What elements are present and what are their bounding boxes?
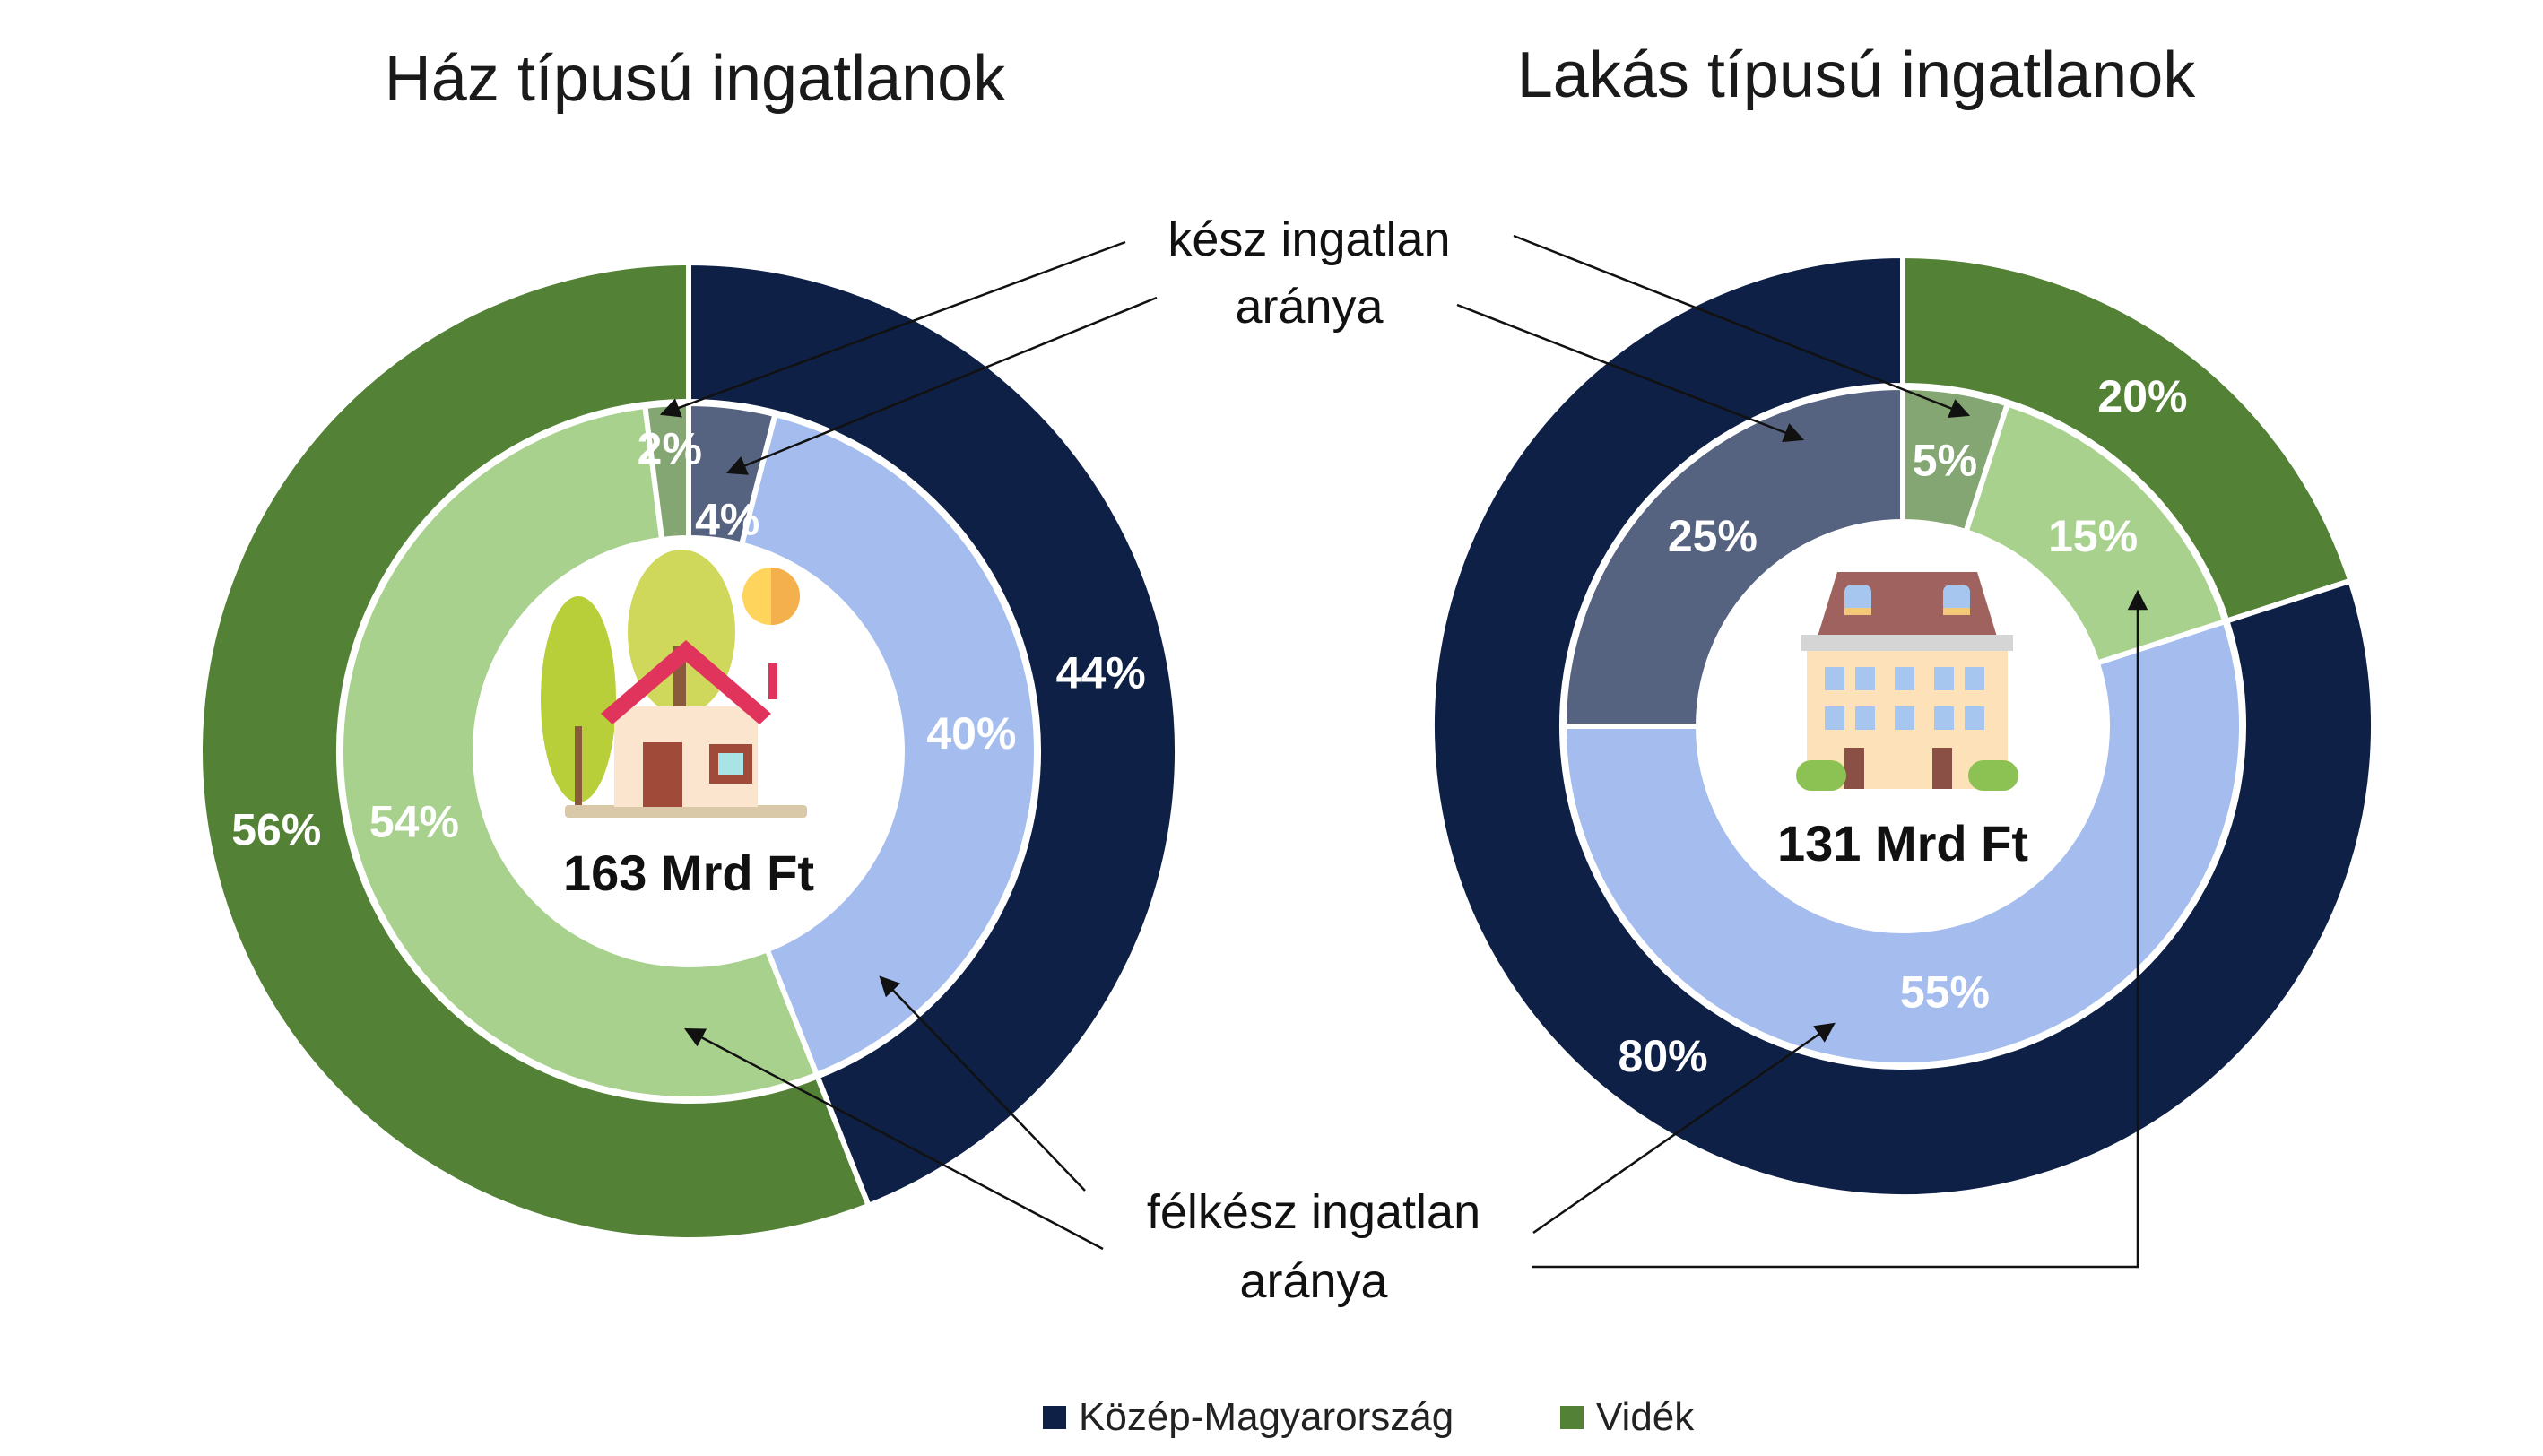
arrow-felkesz-lakas-videk bbox=[1532, 589, 2148, 1269]
legend-swatch-kozep bbox=[1043, 1406, 1066, 1429]
arrow-felkesz-haz-videk bbox=[684, 1027, 1104, 1251]
chart-title-lakas: Lakás típusú ingatlanok bbox=[1517, 39, 2197, 111]
inner-ring-label-0-1: 40% bbox=[926, 708, 1016, 758]
chart-title-haz: Ház típusú ingatlanok bbox=[385, 43, 1006, 115]
center-label-lakas: 131 Mrd Ft bbox=[1777, 815, 2028, 871]
arrow-kesz-lakas-kozep bbox=[1456, 303, 1805, 443]
inner-ring-label-0-0: 4% bbox=[695, 495, 759, 545]
arrow-kesz-haz-kozep bbox=[725, 296, 1158, 475]
inner-ring-label-0-3: 2% bbox=[638, 424, 702, 474]
arrow-kesz-lakas-videk bbox=[1513, 234, 1971, 419]
annotation-kesz-line2: aránya bbox=[1235, 280, 1384, 334]
inner-ring-segment-0-1 bbox=[738, 411, 1039, 1079]
outer-ring-label-1-1: 80% bbox=[1619, 1031, 1708, 1081]
outer-ring-label-0-0: 44% bbox=[1056, 647, 1146, 698]
house-icon bbox=[541, 550, 807, 818]
legend-label-videk: Vidék bbox=[1596, 1395, 1695, 1439]
legend-label-kozep: Közép-Magyarország bbox=[1079, 1395, 1454, 1439]
inner-ring-label-0-2: 54% bbox=[369, 797, 459, 847]
arrow-kesz-haz-videk bbox=[659, 240, 1126, 418]
annotation-felkesz-line2: aránya bbox=[1239, 1254, 1388, 1308]
inner-ring-label-1-1: 15% bbox=[2048, 511, 2138, 561]
outer-ring-label-0-1: 56% bbox=[231, 805, 321, 855]
annotation-felkesz-line1: félkész ingatlan bbox=[1147, 1185, 1480, 1239]
arrow-felkesz-lakas-kozep bbox=[1532, 1022, 1836, 1235]
inner-ring-segment-0-2 bbox=[338, 403, 820, 1103]
inner-ring-segment-1-2 bbox=[1560, 618, 2244, 1068]
center-label-haz: 163 Mrd Ft bbox=[563, 845, 814, 901]
annotation-kesz-line1: kész ingatlan bbox=[1167, 212, 1450, 266]
outer-ring-label-1-0: 20% bbox=[2097, 371, 2187, 421]
inner-ring-segment-1-3 bbox=[1560, 384, 1905, 729]
inner-ring-label-1-3: 25% bbox=[1668, 511, 1758, 561]
apartment-building-icon bbox=[1796, 572, 2018, 791]
arrow-felkesz-haz-kozep bbox=[879, 975, 1086, 1192]
legend: Közép-Magyarország Vidék bbox=[1043, 1395, 1695, 1439]
inner-ring-segment-0-3 bbox=[642, 400, 691, 543]
inner-ring-label-1-2: 55% bbox=[1900, 966, 1990, 1017]
legend-swatch-videk bbox=[1560, 1406, 1584, 1429]
inner-ring-label-1-0: 5% bbox=[1913, 436, 1977, 486]
